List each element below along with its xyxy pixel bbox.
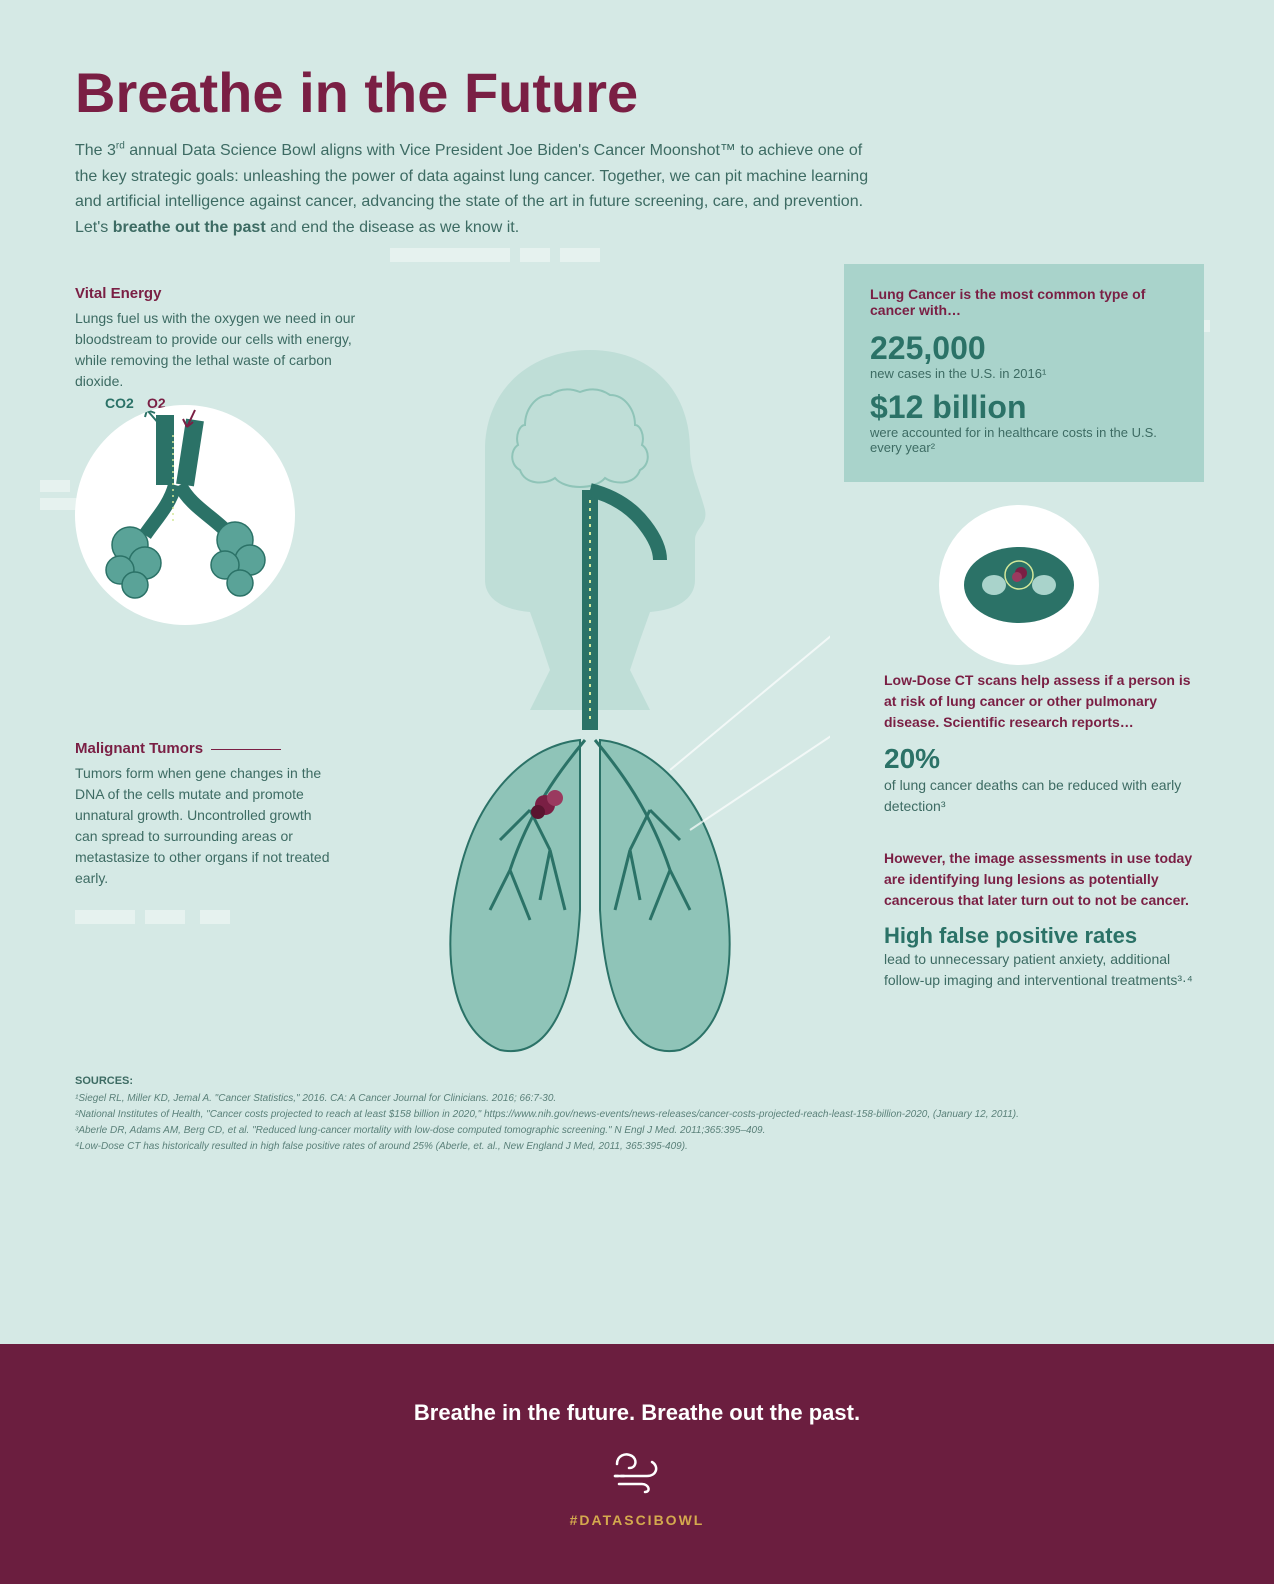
vital-energy-body: Lungs fuel us with the oxygen we need in… [75,308,365,392]
wind-icon [607,1444,667,1494]
tumors-body: Tumors form when gene changes in the DNA… [75,763,335,889]
ct-block: Low-Dose CT scans help assess if a perso… [884,670,1204,817]
vital-energy-title: Vital Energy [75,285,365,302]
source-3: ³Aberle DR, Adams AM, Berg CD, et al. "R… [75,1123,1195,1139]
main-title: Breathe in the Future [75,60,638,125]
false-positive-title: High false positive rates [884,923,1204,949]
intro-text-1: The 3 [75,142,116,159]
stat-cases: 225,000 [870,332,1178,364]
stat-cases-caption: new cases in the U.S. in 2016¹ [870,366,1178,381]
however-heading: However, the image assessments in use to… [884,848,1204,911]
intro-paragraph: The 3rd annual Data Science Bowl aligns … [75,138,875,240]
intro-text-3: and end the disease as we know it. [266,219,520,236]
false-positive-body: lead to unnecessary patient anxiety, add… [884,949,1204,991]
ct-heading: Low-Dose CT scans help assess if a perso… [884,670,1204,733]
intro-sup: rd [116,141,125,152]
ct-pct: 20% [884,743,1204,775]
footer-tagline: Breathe in the future. Breathe out the p… [414,1400,860,1426]
human-lungs-diagram [350,350,830,1070]
bg-rect [40,480,70,492]
infographic-container: Breathe in the Future The 3rd annual Dat… [0,0,1274,1584]
source-4: ⁴Low-Dose CT has historically resulted i… [75,1139,1195,1155]
bg-rect [390,248,510,262]
ct-caption: of lung cancer deaths can be reduced wit… [884,775,1204,817]
however-block: However, the image assessments in use to… [884,848,1204,991]
ct-scan-diagram [939,505,1099,665]
vital-energy-section: Vital Energy Lungs fuel us with the oxyg… [75,285,365,392]
bg-rect [75,910,135,924]
tumors-section: Malignant Tumors Tumors form when gene c… [75,740,335,889]
intro-bold: breathe out the past [113,219,266,236]
sources-title: SOURCES: [75,1075,1195,1087]
stat-cost: $12 billion [870,391,1178,423]
alveoli-diagram [75,405,295,625]
bg-rect [560,248,600,262]
co2-label: CO2 [105,395,134,411]
source-2: ²National Institutes of Health, "Cancer … [75,1107,1195,1123]
bg-rect [520,248,550,262]
footer: Breathe in the future. Breathe out the p… [0,1344,1274,1584]
stat-box: Lung Cancer is the most common type of c… [844,264,1204,482]
bg-rect [200,910,230,924]
bg-rect [40,498,80,510]
stat-box-title: Lung Cancer is the most common type of c… [870,286,1178,318]
tumors-title: Malignant Tumors [75,740,335,757]
footer-hashtag: #DATASCIBOWL [570,1512,705,1528]
bg-rect [145,910,185,924]
sources-section: SOURCES: ¹Siegel RL, Miller KD, Jemal A.… [75,1075,1195,1155]
source-1: ¹Siegel RL, Miller KD, Jemal A. "Cancer … [75,1091,1195,1107]
stat-cost-caption: were accounted for in healthcare costs i… [870,425,1178,455]
